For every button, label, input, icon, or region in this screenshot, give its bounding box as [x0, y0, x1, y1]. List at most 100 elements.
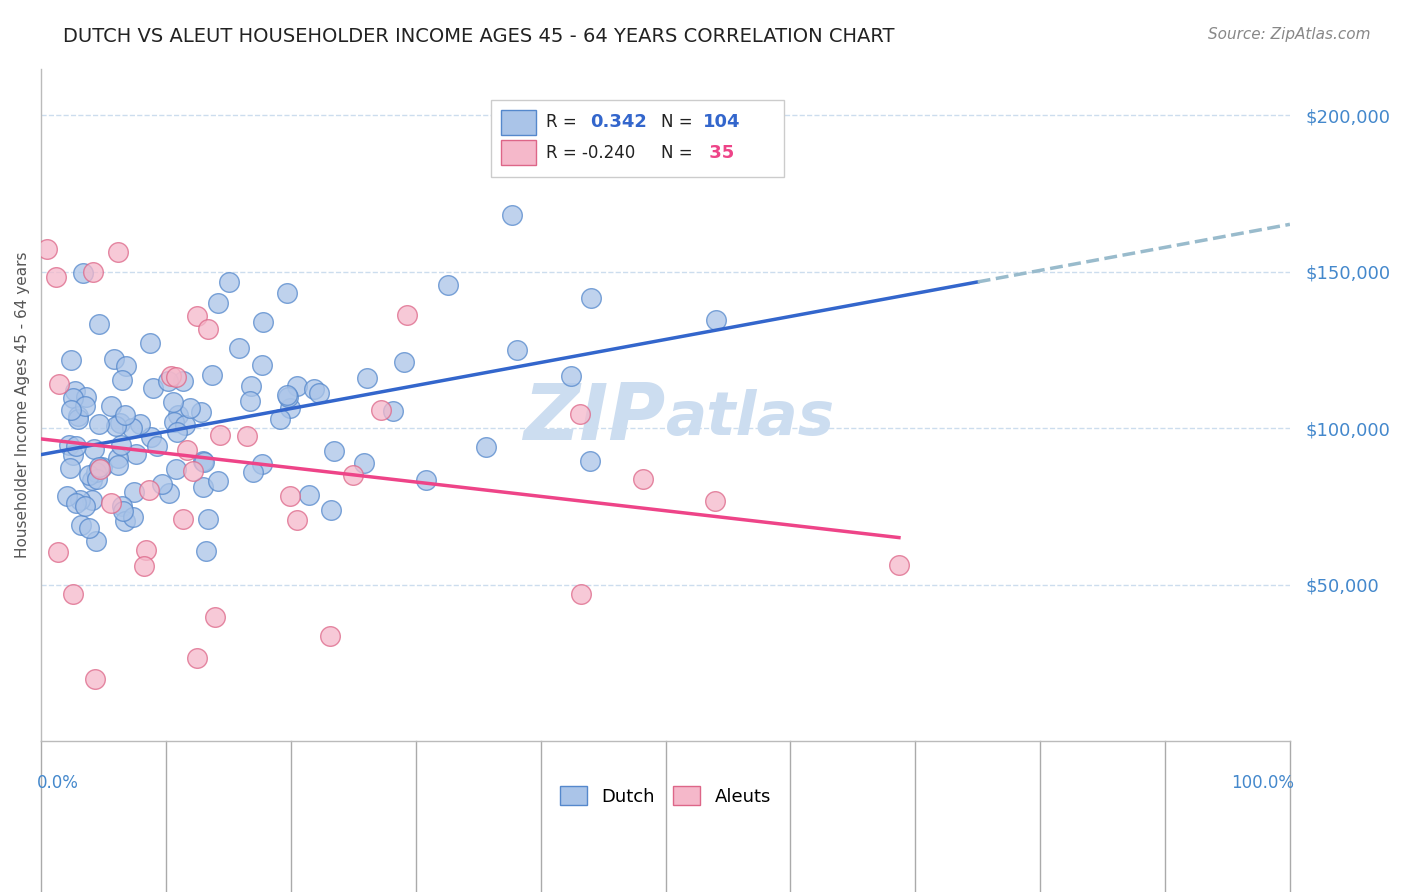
Point [138, 483, 160, 497]
Point [45, 270, 67, 285]
Point [353, 456, 375, 470]
Point [506, 343, 529, 358]
Point [277, 390, 299, 404]
Point [103, 351, 125, 366]
Text: Source: ZipAtlas.com: Source: ZipAtlas.com [1208, 27, 1371, 42]
Point [139, 430, 162, 444]
Point [121, 421, 143, 435]
Point [186, 309, 208, 323]
Point [704, 312, 727, 326]
Point [218, 275, 240, 289]
Point [128, 417, 150, 432]
Point [208, 428, 231, 442]
Point [163, 415, 186, 429]
Point [162, 395, 184, 409]
Point [125, 447, 148, 461]
Point [75, 390, 97, 404]
Point [35, 242, 58, 256]
Point [111, 504, 134, 518]
Text: 0.0%: 0.0% [38, 774, 79, 792]
Point [111, 373, 134, 387]
Point [278, 401, 301, 416]
Point [578, 454, 600, 468]
Point [887, 558, 910, 573]
Point [239, 393, 262, 408]
Point [239, 379, 262, 393]
Point [110, 437, 132, 451]
Point [142, 381, 165, 395]
Point [60, 353, 83, 368]
Point [56, 489, 79, 503]
Point [250, 358, 273, 372]
Point [107, 458, 129, 472]
Point [308, 385, 330, 400]
Point [59, 461, 82, 475]
Point [370, 403, 392, 417]
Point [65, 439, 87, 453]
Point [579, 291, 602, 305]
Text: R =: R = [546, 113, 576, 131]
Point [48, 376, 70, 391]
Point [276, 388, 298, 402]
Point [193, 455, 215, 469]
Point [319, 629, 342, 643]
Point [84, 465, 107, 479]
Point [228, 341, 250, 355]
Point [111, 499, 134, 513]
Point [176, 442, 198, 457]
Point [197, 511, 219, 525]
Point [89, 417, 111, 431]
Point [87, 459, 110, 474]
Y-axis label: Householder Income Ages 45 - 64 years: Householder Income Ages 45 - 64 years [15, 252, 30, 558]
Point [86, 472, 108, 486]
Point [72, 266, 94, 280]
Point [100, 399, 122, 413]
Point [207, 295, 229, 310]
Point [172, 374, 194, 388]
Point [166, 409, 188, 423]
Point [201, 368, 224, 383]
Point [104, 419, 127, 434]
Text: DUTCH VS ALEUT HOUSEHOLDER INCOME AGES 45 - 64 YEARS CORRELATION CHART: DUTCH VS ALEUT HOUSEHOLDER INCOME AGES 4… [63, 27, 894, 45]
Point [70, 517, 93, 532]
Point [392, 355, 415, 369]
Point [107, 244, 129, 259]
Point [356, 371, 378, 385]
Point [62, 448, 84, 462]
Text: atlas: atlas [665, 389, 835, 448]
Point [62, 586, 84, 600]
Point [285, 378, 308, 392]
Point [250, 457, 273, 471]
Point [58, 438, 80, 452]
FancyBboxPatch shape [491, 100, 785, 178]
Point [207, 474, 229, 488]
Point [80, 473, 103, 487]
Point [276, 285, 298, 300]
Point [195, 544, 218, 558]
Text: 104: 104 [703, 113, 741, 131]
Text: N =: N = [661, 144, 692, 161]
Point [631, 472, 654, 486]
Point [124, 484, 146, 499]
Point [114, 514, 136, 528]
Point [191, 481, 214, 495]
Point [77, 468, 100, 483]
Point [186, 651, 208, 665]
Point [150, 476, 173, 491]
Point [181, 464, 204, 478]
Point [82, 264, 104, 278]
Point [569, 587, 592, 601]
Text: ZIP: ZIP [523, 380, 665, 457]
Point [90, 459, 112, 474]
Point [63, 384, 86, 398]
Point [165, 370, 187, 384]
Point [138, 336, 160, 351]
Point [46, 544, 69, 558]
Point [501, 208, 523, 222]
Point [66, 409, 89, 423]
Point [475, 441, 498, 455]
Point [146, 439, 169, 453]
Point [190, 405, 212, 419]
Point [252, 315, 274, 329]
Point [59, 403, 82, 417]
